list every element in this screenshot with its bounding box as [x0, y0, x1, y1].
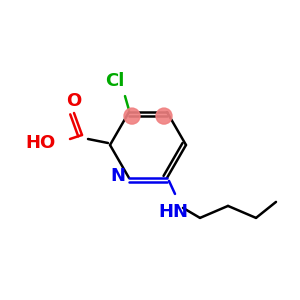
Text: N: N — [110, 167, 125, 185]
Text: O: O — [66, 92, 82, 110]
Text: HO: HO — [26, 134, 56, 152]
Circle shape — [124, 108, 140, 124]
Text: Cl: Cl — [105, 72, 125, 90]
Text: HN: HN — [158, 203, 188, 221]
Circle shape — [156, 108, 172, 124]
